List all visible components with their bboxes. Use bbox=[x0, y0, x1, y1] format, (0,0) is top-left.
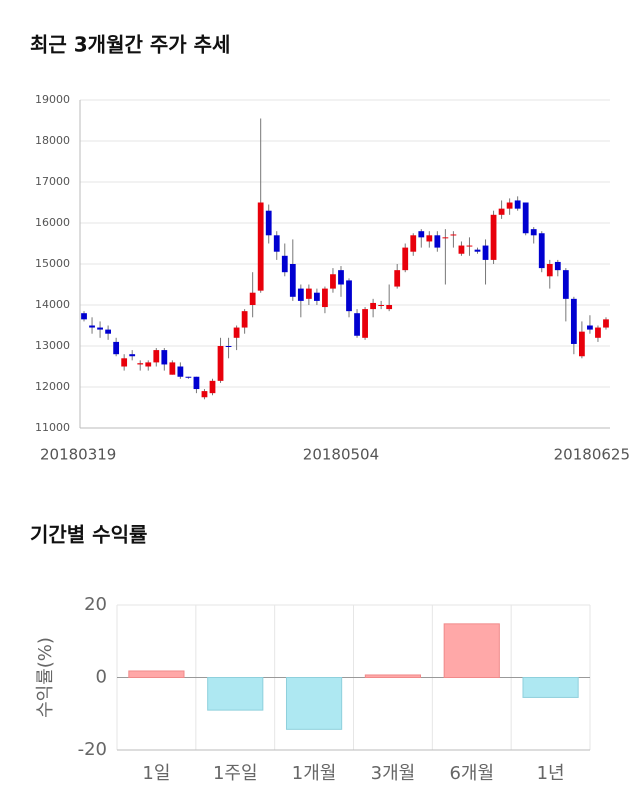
candle-body bbox=[378, 305, 385, 306]
x-tick-label: 20180319 bbox=[40, 446, 116, 464]
candle-body bbox=[330, 274, 336, 289]
candle-body bbox=[546, 264, 553, 277]
candle-body bbox=[169, 362, 176, 375]
candle-body bbox=[514, 200, 521, 209]
x-tick-label: 1개월 bbox=[292, 763, 337, 784]
x-tick-label: 20180504 bbox=[303, 446, 379, 464]
candle-body bbox=[177, 366, 184, 377]
y-tick-label: 14000 bbox=[35, 298, 70, 311]
candle-body bbox=[354, 313, 360, 336]
bar bbox=[364, 674, 422, 679]
x-tick-label: 1년 bbox=[537, 763, 565, 784]
x-tick-label: 1일 bbox=[142, 763, 170, 784]
x-tick-label: 6개월 bbox=[449, 763, 494, 784]
candle-body bbox=[362, 309, 368, 338]
y-tick-label: -20 bbox=[78, 739, 107, 760]
chart-title: 기간별 수익률 bbox=[30, 523, 147, 547]
chart-title: 최근 3개월간 주가 추세 bbox=[30, 33, 230, 57]
candle-body bbox=[201, 391, 208, 398]
candle-body bbox=[466, 245, 473, 247]
candle-body bbox=[145, 362, 152, 367]
y-tick-label: 17000 bbox=[35, 175, 70, 188]
bar bbox=[128, 670, 185, 678]
candle-body bbox=[273, 235, 280, 252]
candle-body bbox=[81, 313, 87, 320]
y-tick-label: 19000 bbox=[35, 93, 70, 106]
x-tick-label: 20180625 bbox=[554, 446, 630, 464]
candle-body bbox=[490, 214, 497, 260]
y-tick-label: 11000 bbox=[35, 421, 70, 434]
candle-body bbox=[370, 302, 376, 310]
candle-body bbox=[442, 237, 449, 239]
candle-body bbox=[217, 346, 224, 381]
candle-body bbox=[297, 288, 304, 301]
candle-body bbox=[562, 270, 569, 299]
bar bbox=[285, 677, 343, 730]
bar bbox=[443, 623, 500, 678]
bar bbox=[207, 677, 264, 711]
candle-body bbox=[506, 202, 513, 209]
candle-body bbox=[209, 380, 216, 394]
candle-body bbox=[129, 354, 136, 357]
candle-body bbox=[121, 358, 128, 367]
candle-body bbox=[193, 376, 200, 390]
candle-body bbox=[265, 210, 272, 236]
candle-body bbox=[161, 350, 168, 365]
candle-body bbox=[498, 208, 505, 215]
candle-body bbox=[434, 235, 441, 248]
x-tick-label: 1주일 bbox=[213, 763, 258, 784]
bar bbox=[522, 677, 579, 698]
candle-body bbox=[530, 229, 537, 236]
candle-body bbox=[97, 327, 103, 330]
x-tick-label: 3개월 bbox=[371, 763, 416, 784]
candle-body bbox=[281, 255, 288, 273]
candle-body bbox=[257, 202, 264, 291]
y-tick-label: 0 bbox=[96, 667, 107, 688]
candle-body bbox=[338, 270, 344, 285]
candle-body bbox=[137, 363, 144, 365]
candle-body bbox=[450, 234, 457, 236]
candle-body bbox=[482, 245, 489, 260]
candle-body bbox=[105, 329, 111, 334]
candle-body bbox=[322, 288, 328, 308]
candle-body bbox=[314, 292, 320, 301]
y-tick-label: 13000 bbox=[35, 339, 70, 352]
candle-body bbox=[89, 325, 95, 328]
y-axis-label: 수익률(%) bbox=[35, 637, 56, 718]
y-tick-label: 15000 bbox=[35, 257, 70, 270]
candle-body bbox=[153, 350, 160, 363]
candle-body bbox=[410, 235, 417, 252]
y-tick-label: 12000 bbox=[35, 380, 70, 393]
y-tick-label: 16000 bbox=[35, 216, 70, 229]
y-tick-label: 18000 bbox=[35, 134, 70, 147]
candle-body bbox=[233, 327, 240, 338]
candle-body bbox=[402, 247, 409, 271]
candle-body bbox=[305, 288, 312, 299]
candle-body bbox=[458, 245, 465, 254]
candle-body bbox=[554, 261, 561, 271]
candle-body bbox=[570, 298, 577, 344]
candle-body bbox=[113, 341, 120, 355]
candle-body bbox=[522, 202, 529, 234]
y-tick-label: 20 bbox=[84, 594, 107, 615]
candle-body bbox=[249, 292, 256, 305]
candle-body bbox=[426, 235, 433, 242]
candle-body bbox=[185, 376, 192, 378]
candle-body bbox=[346, 280, 352, 312]
candle-body bbox=[579, 331, 585, 357]
candle-body bbox=[289, 264, 296, 297]
candle-body bbox=[538, 233, 545, 269]
candle-body bbox=[241, 311, 248, 328]
candle-body bbox=[587, 325, 593, 330]
candle-body bbox=[418, 231, 425, 238]
candle-body bbox=[474, 249, 481, 252]
candle-body bbox=[225, 346, 232, 347]
candle-body bbox=[386, 305, 393, 310]
candle-body bbox=[595, 327, 601, 338]
candle-body bbox=[603, 319, 609, 328]
candle-body bbox=[394, 270, 401, 287]
